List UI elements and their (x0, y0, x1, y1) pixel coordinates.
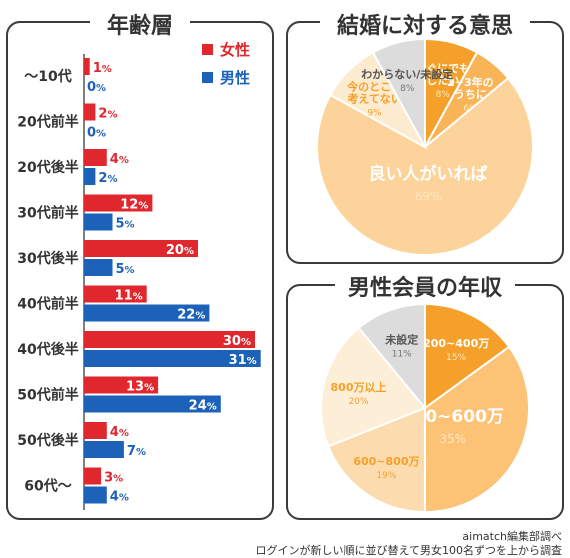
income-pie-chart: 200~400万 15% 400~600万 35% 600~800万 19% 800万以上 2… (320, 302, 530, 514)
bar-value-label: 22% (177, 308, 205, 323)
bar-value-label: 4% (110, 152, 129, 167)
age-chart-title: 年齢層 (90, 8, 190, 40)
slice-value-label: 8% (400, 84, 415, 94)
bar-value-label: 5% (116, 217, 135, 232)
bar-value-label: 0% (87, 126, 106, 141)
bar-value-label: 30% (223, 334, 251, 349)
pie-slice (424, 302, 511, 410)
bar (84, 331, 255, 348)
slice-value-label: 35% (439, 432, 466, 446)
bar (84, 350, 261, 367)
bar (84, 285, 147, 303)
category-label: 50代前半 (17, 387, 78, 404)
slice-value-label: 20% (349, 397, 369, 407)
slice-label: うちに (454, 88, 487, 101)
bar-value-label: 13% (126, 380, 154, 395)
legend-label: 男性 (220, 69, 250, 87)
bar (84, 259, 113, 276)
bar-value-label: 5% (116, 262, 135, 277)
slice-label: 今のところ (346, 80, 402, 94)
category-label: 20代前半 (17, 114, 78, 131)
bar-value-label: 11% (115, 289, 143, 304)
category-label: 30代後半 (17, 250, 78, 267)
slice-label: 2~3年の (447, 75, 494, 89)
slice-label: わからない/未設定 (361, 67, 453, 81)
income-chart-title: 男性会員の年収 (335, 270, 515, 302)
category-label: 30代前半 (17, 205, 78, 222)
slice-value-label: 9% (367, 109, 382, 119)
category-label: 40代後半 (17, 341, 78, 358)
legend-label: 女性 (220, 41, 250, 59)
bar-value-label: 2% (98, 171, 117, 186)
category-label: 20代後半 (17, 159, 78, 176)
pie-slice (424, 345, 530, 514)
slice-label: 考えてない (347, 92, 401, 106)
bar (84, 149, 107, 166)
bar (84, 395, 221, 413)
bar (84, 486, 107, 504)
slice-value-label: 69% (415, 189, 442, 203)
slice-label: 600~800万 (353, 455, 419, 468)
pie-slice (371, 37, 426, 148)
bar-value-label: 4% (110, 490, 129, 505)
slice-value-label: 8% (436, 90, 451, 100)
pie-slice (316, 76, 534, 256)
bar (84, 304, 210, 322)
bar (84, 168, 96, 185)
bar (84, 58, 90, 75)
category-label: 50代後半 (17, 432, 78, 449)
category-label: 〜10代 (24, 68, 71, 85)
bar-value-label: 20% (166, 243, 194, 258)
legend-swatch (202, 72, 213, 83)
slice-label: 200~400万 (423, 337, 489, 350)
bar (84, 467, 102, 485)
bar-value-label: 1% (93, 61, 112, 76)
bar (84, 441, 124, 458)
pie-slice (320, 326, 427, 448)
bar-value-label: 3% (104, 471, 123, 486)
category-label: 40代前半 (17, 296, 78, 313)
slice-label: 400~600万 (402, 407, 504, 427)
marriage-chart-title: 結婚に対する意思 (320, 8, 530, 40)
age-panel (6, 21, 274, 520)
bar (84, 213, 113, 231)
pie-slice (357, 302, 426, 411)
bar-value-label: 24% (189, 399, 217, 414)
bar-value-label: 7% (127, 444, 146, 459)
slice-label: したい (426, 74, 459, 87)
survey-method-note: ログインが新しい順に並び替えて男女100名ずつを上から調査 (255, 544, 562, 557)
slice-value-label: 15% (446, 353, 466, 363)
bar-value-label: 0% (87, 80, 106, 95)
legend-swatch (202, 44, 213, 55)
marriage-pie-chart: すぐにでもしたい8%2~3年のうちに6%良い人がいれば69%今のところ考えてない… (316, 37, 534, 256)
category-label: 60代〜 (24, 478, 71, 495)
bar (84, 103, 96, 121)
bar (84, 194, 153, 212)
bar (84, 376, 159, 394)
slice-label: 良い人がいれば (369, 163, 488, 184)
bar-value-label: 31% (229, 353, 257, 368)
slice-value-label: 19% (376, 471, 396, 481)
source-note: aimatch編集部調べ (462, 530, 562, 543)
slice-value-label: 11% (392, 349, 412, 359)
pie-slice (327, 406, 426, 514)
bar-value-label: 12% (120, 198, 148, 213)
slice-label: 800万以上 (331, 380, 387, 394)
bar-value-label: 2% (98, 107, 117, 122)
bar (84, 240, 198, 257)
bar (84, 422, 107, 439)
bar-value-label: 4% (110, 425, 129, 440)
slice-label: すぐにでも (415, 62, 470, 75)
slice-label: 未設定 (384, 332, 418, 346)
